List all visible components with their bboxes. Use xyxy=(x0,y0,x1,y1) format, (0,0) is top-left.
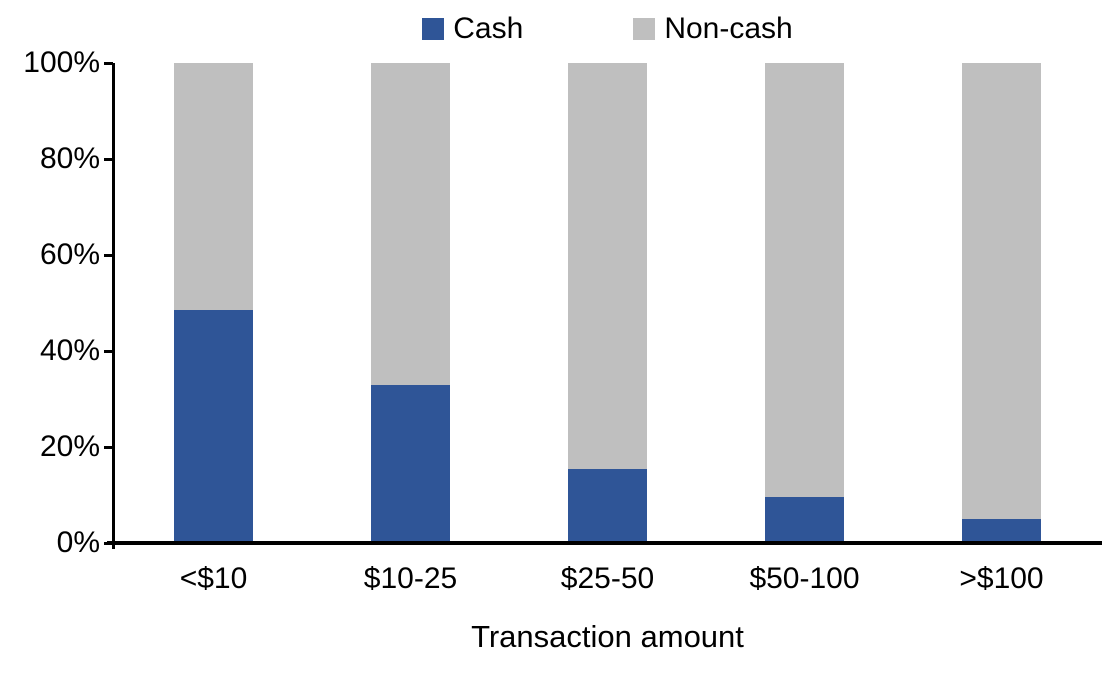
x-category-label-25-50: $25-50 xyxy=(560,562,655,595)
x-category-label-100: >$100 xyxy=(959,562,1044,595)
y-tick-label-0: 0% xyxy=(56,526,100,559)
legend-item-cash: Cash xyxy=(422,14,523,44)
bar-group-25-50 xyxy=(568,63,647,543)
x-category-label-10: <$10 xyxy=(179,562,248,595)
x-category-label-10-25: $10-25 xyxy=(363,562,458,595)
legend-item-non-cash: Non-cash xyxy=(633,12,793,45)
x-axis-line xyxy=(107,541,1102,545)
y-axis-tick xyxy=(104,349,113,353)
x-axis-title: Transaction amount xyxy=(471,619,744,654)
bar-segment-non-cash-25-50 xyxy=(568,63,647,469)
bar-segment-non-cash-100 xyxy=(962,63,1041,519)
bar-group-10 xyxy=(174,63,253,543)
bar-segment-cash-50-100 xyxy=(765,497,844,543)
y-tick-label-40: 40% xyxy=(39,334,100,367)
bar-group-100 xyxy=(962,63,1041,543)
x-category-label-50-100: $50-100 xyxy=(749,562,860,595)
bar-segment-cash-100 xyxy=(962,519,1041,543)
y-tick-label-60: 60% xyxy=(39,238,100,271)
legend-label-non-cash: Non-cash xyxy=(664,12,793,45)
legend-swatch-non-cash-icon xyxy=(633,18,656,40)
y-axis-tick xyxy=(104,253,113,257)
bar-segment-non-cash-10 xyxy=(174,63,253,311)
legend-swatch-cash-icon xyxy=(422,18,445,40)
y-axis-tick xyxy=(104,61,113,65)
bar-group-50-100 xyxy=(765,63,844,543)
chart-legend: Cash Non-cash xyxy=(115,12,1100,46)
bar-segment-cash-10-25 xyxy=(371,384,450,543)
y-axis-tick xyxy=(104,157,113,161)
legend-label-cash: Cash xyxy=(453,12,524,45)
bar-segment-cash-25-50 xyxy=(568,468,647,543)
y-tick-label-80: 80% xyxy=(39,142,100,175)
y-axis-tick xyxy=(104,445,113,449)
y-axis-line xyxy=(112,63,115,549)
y-tick-label-20: 20% xyxy=(39,430,100,463)
bar-group-10-25 xyxy=(371,63,450,543)
bar-segment-non-cash-50-100 xyxy=(765,63,844,498)
y-tick-label-100: 100% xyxy=(23,46,100,79)
bar-segment-non-cash-10-25 xyxy=(371,63,450,385)
bar-segment-cash-10 xyxy=(174,310,253,543)
